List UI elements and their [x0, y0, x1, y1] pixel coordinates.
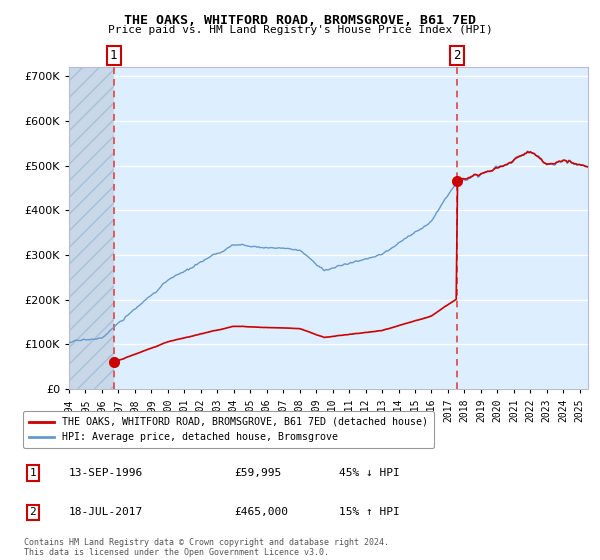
Text: 15% ↑ HPI: 15% ↑ HPI: [339, 507, 400, 517]
Text: 13-SEP-1996: 13-SEP-1996: [69, 468, 143, 478]
Text: 2: 2: [453, 49, 461, 62]
Bar: [69, 67, 113, 389]
Text: £59,995: £59,995: [234, 468, 281, 478]
Text: 1: 1: [29, 468, 37, 478]
Text: Price paid vs. HM Land Registry's House Price Index (HPI): Price paid vs. HM Land Registry's House …: [107, 25, 493, 35]
Text: Contains HM Land Registry data © Crown copyright and database right 2024.
This d: Contains HM Land Registry data © Crown c…: [24, 538, 389, 557]
Legend: THE OAKS, WHITFORD ROAD, BROMSGROVE, B61 7ED (detached house), HPI: Average pric: THE OAKS, WHITFORD ROAD, BROMSGROVE, B61…: [23, 411, 434, 448]
Text: 45% ↓ HPI: 45% ↓ HPI: [339, 468, 400, 478]
Text: 2: 2: [29, 507, 37, 517]
Text: £465,000: £465,000: [234, 507, 288, 517]
Text: 18-JUL-2017: 18-JUL-2017: [69, 507, 143, 517]
Text: THE OAKS, WHITFORD ROAD, BROMSGROVE, B61 7ED: THE OAKS, WHITFORD ROAD, BROMSGROVE, B61…: [124, 14, 476, 27]
Text: 1: 1: [110, 49, 118, 62]
